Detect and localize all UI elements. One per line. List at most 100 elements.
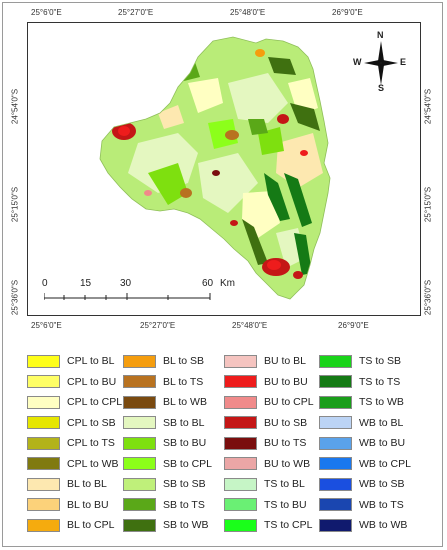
legend-swatch (224, 477, 257, 491)
legend-item: CPL to BU (27, 372, 116, 392)
legend-item: SB to CPL (123, 454, 212, 474)
scale-tick-0: 0 (42, 278, 48, 289)
legend-swatch (27, 395, 60, 409)
legend-swatch (27, 518, 60, 532)
legend-swatch (123, 457, 156, 470)
legend-item: BL to TS (123, 372, 203, 392)
legend-label: WB to BU (359, 437, 406, 449)
legend-label: CPL to TS (67, 437, 115, 449)
legend-item: BU to BL (224, 351, 306, 371)
legend-item: CPL to TS (27, 433, 115, 453)
legend-label: TS to BU (264, 498, 307, 511)
legend-label: TS to CPL (264, 519, 313, 531)
land-change-map (99, 36, 331, 300)
right-tick-1: 24°54'0"S (423, 88, 433, 125)
legend-item: TS to WB (319, 392, 404, 412)
bottom-tick-3: 25°48'0"E (232, 321, 268, 330)
legend-label: BL to TS (163, 375, 204, 388)
north-label: N (377, 30, 384, 40)
legend-label: BL to BU (67, 498, 109, 511)
left-tick-2: 25°15'0"S (10, 186, 20, 223)
legend-item: TS to TS (319, 372, 400, 392)
legend-swatch (319, 477, 352, 491)
legend-label: CPL to BU (67, 375, 117, 388)
legend-label: WB to WB (359, 519, 408, 531)
legend-item: SB to SB (123, 474, 206, 494)
legend-swatch (224, 375, 257, 388)
legend-swatch (123, 375, 156, 388)
scale-tick-15: 15 (80, 278, 92, 289)
legend-label: CPL to BL (67, 355, 115, 367)
legend-label: TS to TS (359, 375, 401, 388)
top-tick-3: 25°48'0"E (230, 8, 266, 17)
legend-swatch (224, 416, 257, 429)
legend-swatch (224, 498, 257, 511)
legend-item: WB to WB (319, 515, 407, 535)
legend-item: BL to CPL (27, 515, 114, 535)
legend-item: SB to TS (123, 495, 205, 515)
legend-item: CPL to CPL (27, 392, 122, 412)
legend-item: BU to SB (224, 413, 307, 433)
legend-item: WB to BL (319, 413, 403, 433)
legend-swatch (319, 436, 352, 450)
left-tick-3: 25°36'0"S (10, 279, 20, 316)
legend-label: SB to BU (163, 437, 207, 449)
legend-swatch (27, 436, 60, 450)
legend-label: CPL to SB (67, 416, 116, 429)
legend-swatch (123, 436, 156, 450)
top-tick-4: 26°9'0"E (332, 8, 363, 17)
legend-label: TS to WB (359, 396, 404, 408)
legend-label: CPL to CPL (67, 396, 123, 408)
legend-swatch (123, 395, 156, 409)
legend-item: BL to WB (123, 392, 207, 412)
legend-label: SB to CPL (163, 457, 213, 470)
legend-label: SB to BL (163, 416, 205, 429)
west-label: W (353, 57, 362, 67)
legend-label: SB to SB (163, 478, 206, 490)
legend-swatch (27, 457, 60, 470)
legend-swatch (319, 375, 352, 388)
legend-item: CPL to SB (27, 413, 116, 433)
legend-item: CPL to WB (27, 454, 119, 474)
legend-swatch (319, 354, 352, 368)
legend-item: BU to TS (224, 433, 306, 453)
legend-item: TS to CPL (224, 515, 312, 535)
legend-swatch (319, 395, 352, 409)
legend-swatch (224, 518, 257, 532)
legend-swatch (123, 518, 156, 532)
legend-swatch (27, 498, 60, 511)
legend-item: CPL to BL (27, 351, 114, 371)
legend-swatch (27, 354, 60, 368)
legend-item: SB to WB (123, 515, 209, 535)
legend-label: BU to BU (264, 375, 308, 388)
north-arrow: N S E W (353, 30, 406, 93)
legend-item: WB to BU (319, 433, 405, 453)
legend-swatch (123, 416, 156, 429)
legend-swatch (224, 354, 257, 368)
legend-item: SB to BL (123, 413, 204, 433)
legend-item: WB to TS (319, 495, 404, 515)
legend-label: SB to TS (163, 498, 205, 511)
legend-swatch (319, 457, 352, 470)
legend-swatch (224, 395, 257, 409)
legend-swatch (27, 375, 60, 388)
legend-swatch (224, 457, 257, 470)
bottom-tick-4: 26°9'0"E (338, 321, 369, 330)
legend-swatch (224, 436, 257, 450)
legend: CPL to BL CPL to BU CPL to CPL CPL to SB CPL… (27, 351, 421, 538)
scale-unit: Km (220, 278, 235, 289)
bottom-tick-2: 25°27'0"E (140, 321, 176, 330)
map-panel: N S E W (27, 22, 421, 316)
legend-label: BU to SB (264, 416, 308, 429)
legend-label: BL to SB (163, 355, 205, 367)
scale-bar-graphic (44, 293, 211, 300)
south-label: S (378, 83, 385, 93)
legend-label: BL to WB (163, 396, 207, 408)
legend-label: BL to CPL (67, 519, 115, 531)
legend-label: BU to BL (264, 355, 307, 367)
legend-label: TS to BL (264, 478, 305, 490)
legend-swatch (319, 498, 352, 511)
legend-label: BU to TS (264, 437, 307, 449)
legend-item: WB to CPL (319, 454, 411, 474)
top-tick-2: 25°27'0"E (118, 8, 154, 17)
